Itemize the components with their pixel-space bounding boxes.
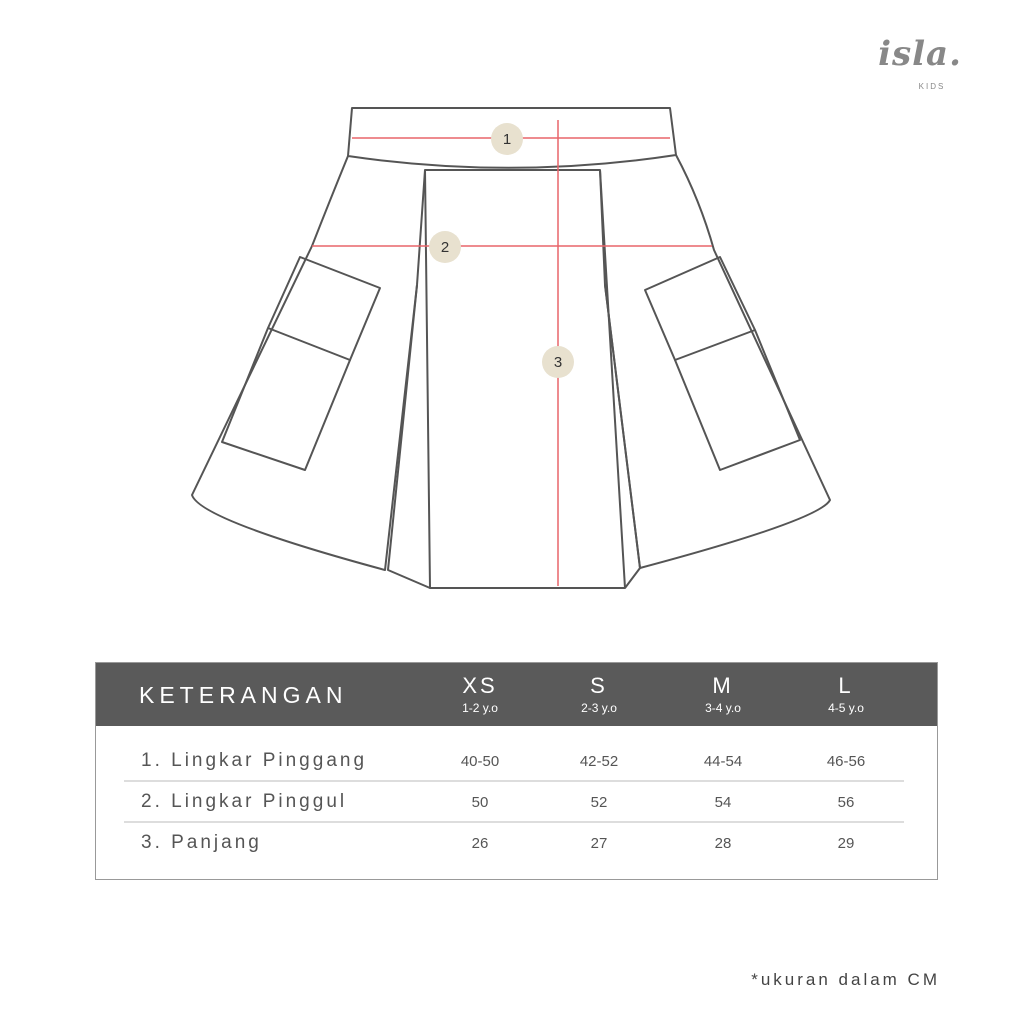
cell: 42-52 xyxy=(579,753,619,770)
size-col-s: S 2-3 y.o xyxy=(539,663,659,715)
marker-3 xyxy=(542,346,574,378)
marker-1 xyxy=(491,123,523,155)
table-row: 1. Lingkar Pinggang 40-50 42-52 44-54 46… xyxy=(124,739,904,782)
size-age: 1-2 y.o xyxy=(462,701,498,715)
center-panel xyxy=(424,169,626,589)
size-table: KETERANGAN XS 1-2 y.o S 2-3 y.o M 3-4 y.… xyxy=(95,662,938,880)
header-label: KETERANGAN xyxy=(139,682,348,708)
right-pocket-flap xyxy=(644,256,756,361)
left-pocket xyxy=(221,327,351,471)
size-age: 4-5 y.o xyxy=(828,701,864,715)
size-col-l: L 4-5 y.o xyxy=(786,663,906,715)
logo: isla. KIDS xyxy=(860,34,980,98)
table-header: KETERANGAN XS 1-2 y.o S 2-3 y.o M 3-4 y.… xyxy=(96,663,937,726)
cell: 50 xyxy=(471,794,489,811)
skirt-diagram: 1 2 3 xyxy=(191,107,831,589)
right-pocket xyxy=(674,329,801,471)
table-row: 3. Panjang 26 27 28 29 xyxy=(124,821,904,862)
right-pleat xyxy=(604,284,641,589)
unit-note: *ukuran dalam CM xyxy=(751,970,940,989)
size-age: 3-4 y.o xyxy=(705,701,741,715)
size-name: XS xyxy=(462,673,498,698)
size-col-xs: XS 1-2 y.o xyxy=(420,663,540,715)
size-name: M xyxy=(712,673,734,698)
left-panel xyxy=(191,155,426,571)
waistband xyxy=(347,107,677,169)
cell: 56 xyxy=(837,794,855,811)
size-name: L xyxy=(838,673,854,698)
marker-1-label: 1 xyxy=(503,131,511,148)
left-pleat xyxy=(387,284,431,589)
size-age: 2-3 y.o xyxy=(581,701,617,715)
cell: 26 xyxy=(471,835,489,852)
size-col-m: M 3-4 y.o xyxy=(663,663,783,715)
row-label: 1. Lingkar Pinggang xyxy=(141,750,368,771)
marker-2-label: 2 xyxy=(441,239,449,256)
left-pocket-flap xyxy=(267,256,381,361)
row-label: 2. Lingkar Pinggul xyxy=(141,791,348,812)
logo-brand: isla. xyxy=(878,34,962,74)
marker-2 xyxy=(429,231,461,263)
cell: 46-56 xyxy=(826,753,866,770)
table-row: 2. Lingkar Pinggul 50 52 54 56 xyxy=(124,780,904,823)
size-name: S xyxy=(590,673,608,698)
cell: 52 xyxy=(590,794,608,811)
cell: 27 xyxy=(590,835,608,852)
cell: 29 xyxy=(837,835,855,852)
cell: 28 xyxy=(714,835,732,852)
row-label: 3. Panjang xyxy=(141,832,262,853)
right-panel xyxy=(599,154,831,569)
cell: 40-50 xyxy=(460,753,500,770)
cell: 54 xyxy=(714,794,732,811)
marker-3-label: 3 xyxy=(554,354,562,371)
cell: 44-54 xyxy=(703,753,743,770)
logo-sub: KIDS xyxy=(918,82,946,91)
